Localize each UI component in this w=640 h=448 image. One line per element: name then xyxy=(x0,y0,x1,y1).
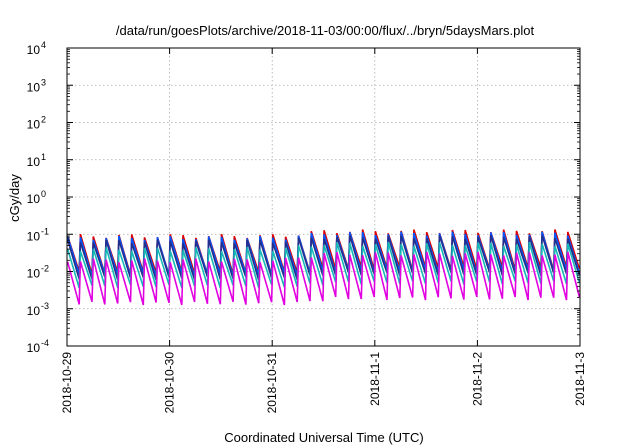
y-tick-label: 104 xyxy=(27,40,46,57)
chart-title: /data/run/goesPlots/archive/2018-11-03/0… xyxy=(116,23,535,38)
y-tick-label: 10-4 xyxy=(27,338,49,355)
x-tick-label: 2018-10-30 xyxy=(163,352,177,414)
y-tick-label: 100 xyxy=(27,189,46,206)
x-tick-label: 2018-10-29 xyxy=(60,352,74,414)
x-axis-label: Coordinated Universal Time (UTC) xyxy=(224,430,423,445)
plot-lines xyxy=(66,229,581,306)
y-tick-label: 10-1 xyxy=(27,226,49,243)
x-tick-label: 2018-10-31 xyxy=(265,352,279,414)
y-axis-label: cGy/day xyxy=(7,174,22,222)
y-tick-label: 10-3 xyxy=(27,301,49,318)
y-axis: 10-4 10-3 10-2 10-1 100 101 102 103 104 xyxy=(27,40,580,355)
x-tick-label: 2018-11-3 xyxy=(573,352,587,406)
y-tick-label: 10-2 xyxy=(27,264,49,281)
y-tick-label: 103 xyxy=(27,77,46,94)
y-tick-label: 102 xyxy=(27,115,46,132)
x-tick-label: 2018-11-2 xyxy=(470,352,484,406)
y-tick-label: 101 xyxy=(27,152,46,169)
series-line xyxy=(66,251,581,306)
x-axis: 2018-10-29 2018-10-30 2018-10-31 2018-11-1 2… xyxy=(60,48,587,413)
x-tick-label: 2018-11-1 xyxy=(368,352,382,406)
